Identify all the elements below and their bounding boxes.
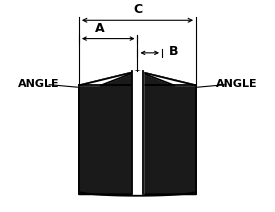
Polygon shape <box>79 71 196 194</box>
Text: A: A <box>95 22 105 35</box>
Text: ANGLE: ANGLE <box>216 80 257 89</box>
Polygon shape <box>131 71 144 194</box>
Text: C: C <box>133 3 142 16</box>
Polygon shape <box>138 71 196 85</box>
Polygon shape <box>79 71 138 85</box>
Text: B: B <box>169 45 178 58</box>
Text: ANGLE: ANGLE <box>18 80 59 89</box>
